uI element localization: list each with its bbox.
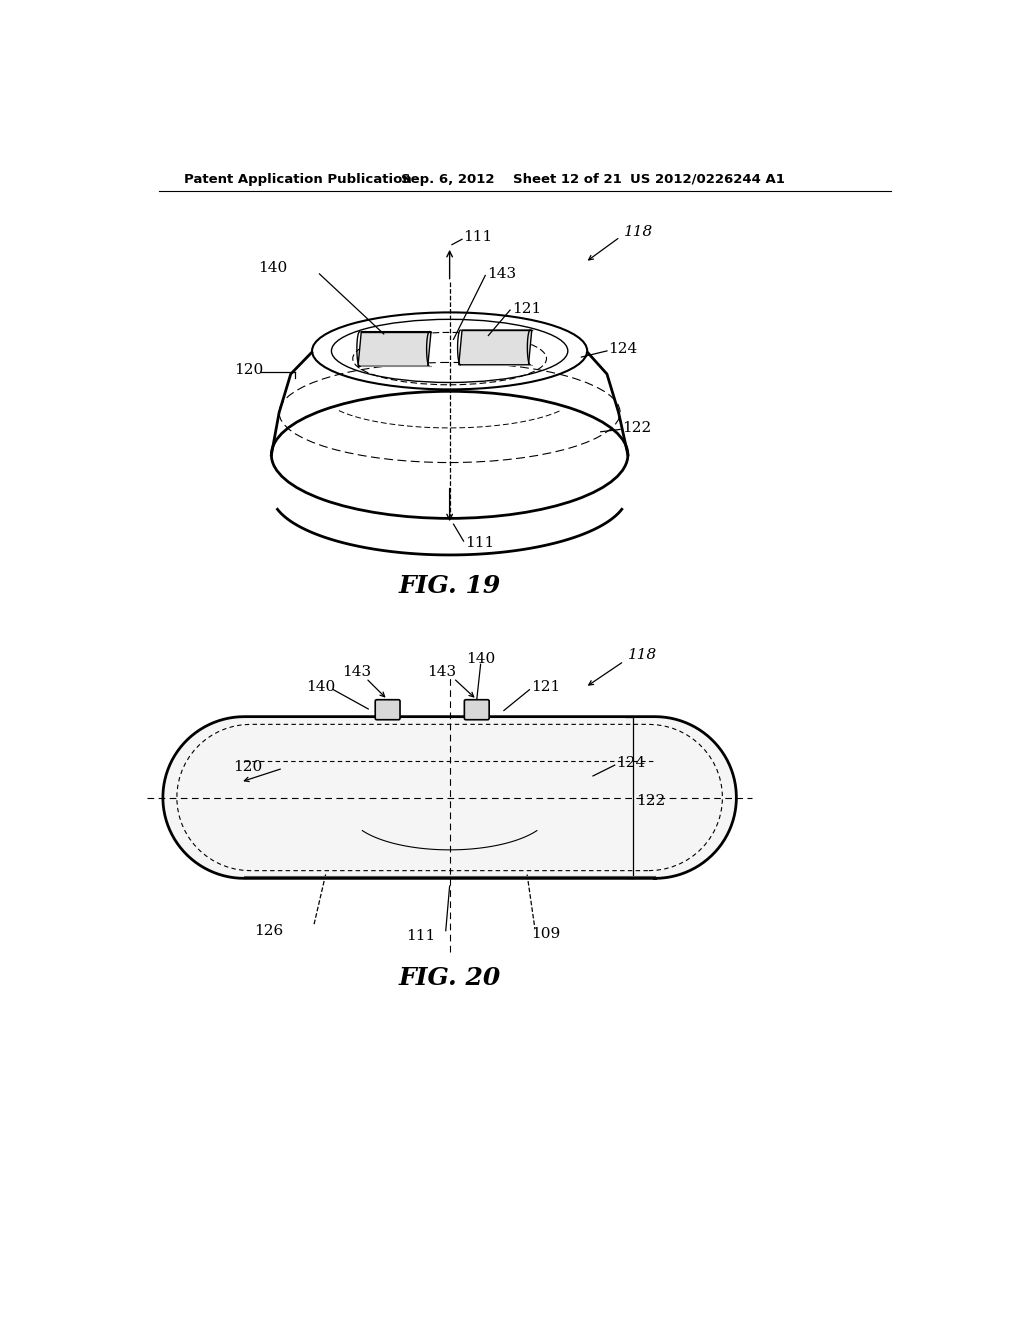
Text: 111: 111 [465, 536, 495, 550]
Text: 143: 143 [342, 665, 371, 678]
Text: FIG. 19: FIG. 19 [398, 574, 501, 598]
Text: 140: 140 [258, 261, 287, 275]
Text: 122: 122 [636, 795, 665, 808]
Text: 121: 121 [531, 680, 560, 694]
Text: 109: 109 [531, 927, 560, 941]
Text: Sheet 12 of 21: Sheet 12 of 21 [513, 173, 622, 186]
Text: 143: 143 [486, 267, 516, 281]
Text: 118: 118 [628, 648, 657, 663]
Text: FIG. 20: FIG. 20 [398, 966, 501, 990]
FancyBboxPatch shape [375, 700, 400, 719]
Text: 126: 126 [254, 924, 283, 937]
Text: 118: 118 [624, 224, 653, 239]
Text: 143: 143 [427, 665, 457, 678]
Text: 124: 124 [616, 756, 645, 770]
Text: 111: 111 [464, 230, 493, 244]
Polygon shape [163, 717, 736, 878]
Polygon shape [358, 331, 431, 367]
Text: 120: 120 [234, 363, 263, 378]
FancyBboxPatch shape [464, 700, 489, 719]
Text: 120: 120 [232, 760, 262, 774]
Text: 140: 140 [466, 652, 496, 665]
Text: 121: 121 [512, 301, 541, 315]
Text: 111: 111 [407, 929, 435, 942]
Text: 122: 122 [622, 421, 651, 434]
Text: 140: 140 [306, 680, 335, 694]
Polygon shape [459, 330, 531, 364]
Text: US 2012/0226244 A1: US 2012/0226244 A1 [630, 173, 785, 186]
Text: Sep. 6, 2012: Sep. 6, 2012 [400, 173, 495, 186]
Text: 124: 124 [608, 342, 638, 356]
Text: Patent Application Publication: Patent Application Publication [183, 173, 412, 186]
